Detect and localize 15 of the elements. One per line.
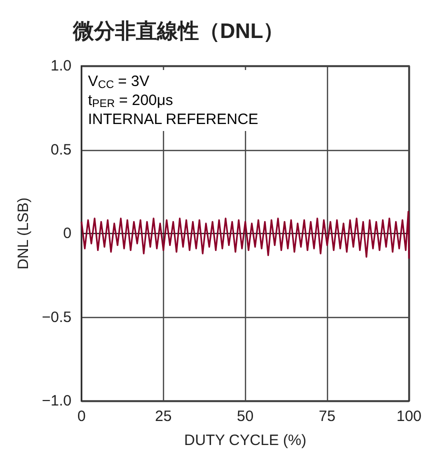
x-tick-label: 100 xyxy=(396,408,422,425)
y-tick-label: 0 xyxy=(63,225,72,242)
x-tick-label: 50 xyxy=(236,408,254,425)
x-axis-title: DUTY CYCLE (%) xyxy=(184,432,306,449)
y-tick-label: −0.5 xyxy=(42,308,72,326)
x-tick-label: 75 xyxy=(318,408,336,425)
y-axis-title: DNL (LSB) xyxy=(15,198,32,270)
y-tick-label: 1.0 xyxy=(50,58,72,74)
chart-title: 微分非直線性（DNL） xyxy=(72,20,284,43)
x-tick-label: 25 xyxy=(155,408,172,425)
x-tick-label: 0 xyxy=(77,408,86,425)
annotation: INTERNAL REFERENCE xyxy=(88,111,258,128)
y-tick-label: −1.0 xyxy=(42,392,72,410)
y-tick-label: 0.5 xyxy=(50,141,72,158)
line-series xyxy=(80,210,410,260)
